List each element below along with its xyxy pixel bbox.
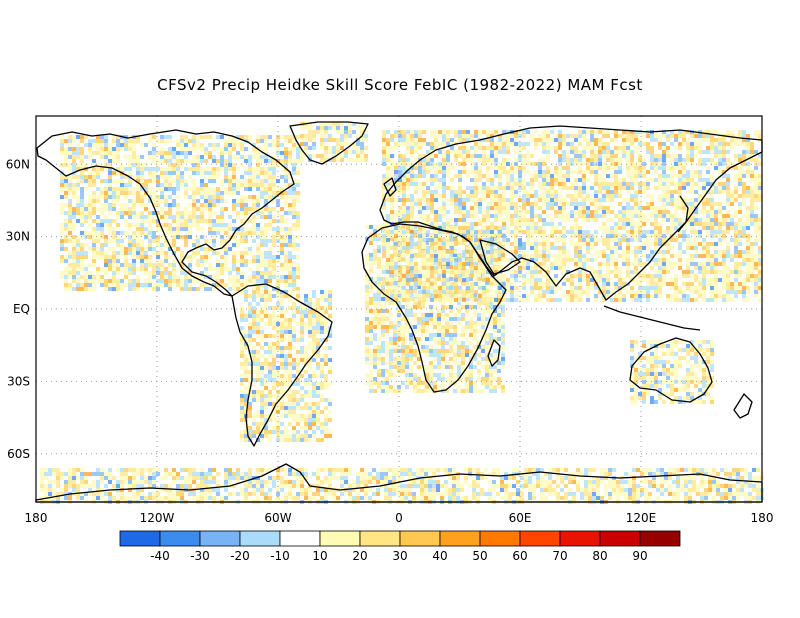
grid-lines xyxy=(36,116,762,502)
colorbar-label: -40 xyxy=(150,549,170,563)
coastline-greenland xyxy=(289,121,369,165)
colorbar-label: 80 xyxy=(592,549,607,563)
colorbar-swatch xyxy=(639,530,681,547)
colorbar-swatch xyxy=(159,530,201,547)
colorbar-label: -20 xyxy=(230,549,250,563)
colorbar-label: 40 xyxy=(432,549,447,563)
colorbar-swatch xyxy=(599,530,641,547)
x-axis-ticks: 180 120W 60W 0 60E 120E 180 xyxy=(25,511,774,525)
x-tick-label: 60E xyxy=(509,511,532,525)
colorbar-label: 20 xyxy=(352,549,367,563)
x-tick-label: 120E xyxy=(626,511,657,525)
colorbar-swatch xyxy=(199,530,241,547)
colorbar: -40 -30 -20 -10 10 20 30 40 50 60 70 80 90 xyxy=(119,530,681,563)
coastline-north-america xyxy=(36,129,295,297)
colorbar-label: -10 xyxy=(270,549,290,563)
colorbar-swatch xyxy=(319,530,361,547)
coastline-new-zealand xyxy=(733,393,753,419)
x-tick-label: 60W xyxy=(264,511,291,525)
colorbar-label: 70 xyxy=(552,549,567,563)
y-axis-ticks: 60N 30N EQ 30S 60S xyxy=(6,157,30,461)
coastline-arabia xyxy=(479,239,521,275)
x-tick-label: 180 xyxy=(751,511,774,525)
map-title: CFSv2 Precip Heidke Skill Score FebIC (1… xyxy=(157,76,643,94)
skill-score-field xyxy=(40,122,764,504)
y-tick-label: EQ xyxy=(13,302,30,316)
colorbar-swatch xyxy=(559,530,601,547)
colorbar-swatch xyxy=(119,530,161,547)
colorbar-label: 30 xyxy=(392,549,407,563)
colorbar-swatch xyxy=(359,530,401,547)
colorbar-label: 90 xyxy=(632,549,647,563)
coastline-antarctica xyxy=(35,463,763,503)
coastlines xyxy=(35,121,763,503)
colorbar-label: 60 xyxy=(512,549,527,563)
y-tick-label: 30N xyxy=(6,230,30,244)
colorbar-label: 10 xyxy=(312,549,327,563)
y-tick-label: 30S xyxy=(7,374,30,388)
colorbar-swatch xyxy=(279,530,321,547)
colorbar-label: 50 xyxy=(472,549,487,563)
coastline-japan xyxy=(677,195,689,233)
coastline-uk xyxy=(383,177,397,197)
y-tick-label: 60S xyxy=(7,447,30,461)
colorbar-swatch xyxy=(439,530,481,547)
x-tick-label: 120W xyxy=(140,511,175,525)
colorbar-swatch xyxy=(479,530,521,547)
colorbar-swatch xyxy=(519,530,561,547)
colorbar-swatch xyxy=(399,530,441,547)
coastline-australia xyxy=(629,337,713,403)
coastline-maritime-islands xyxy=(603,305,701,331)
colorbar-label: -30 xyxy=(190,549,210,563)
x-tick-label: 180 xyxy=(25,511,48,525)
y-tick-label: 60N xyxy=(6,157,30,171)
coastline-africa xyxy=(361,223,507,393)
x-tick-label: 0 xyxy=(395,511,403,525)
coastline-madagascar xyxy=(487,339,501,367)
coastline-south-america xyxy=(231,283,333,447)
colorbar-swatch xyxy=(239,530,281,547)
